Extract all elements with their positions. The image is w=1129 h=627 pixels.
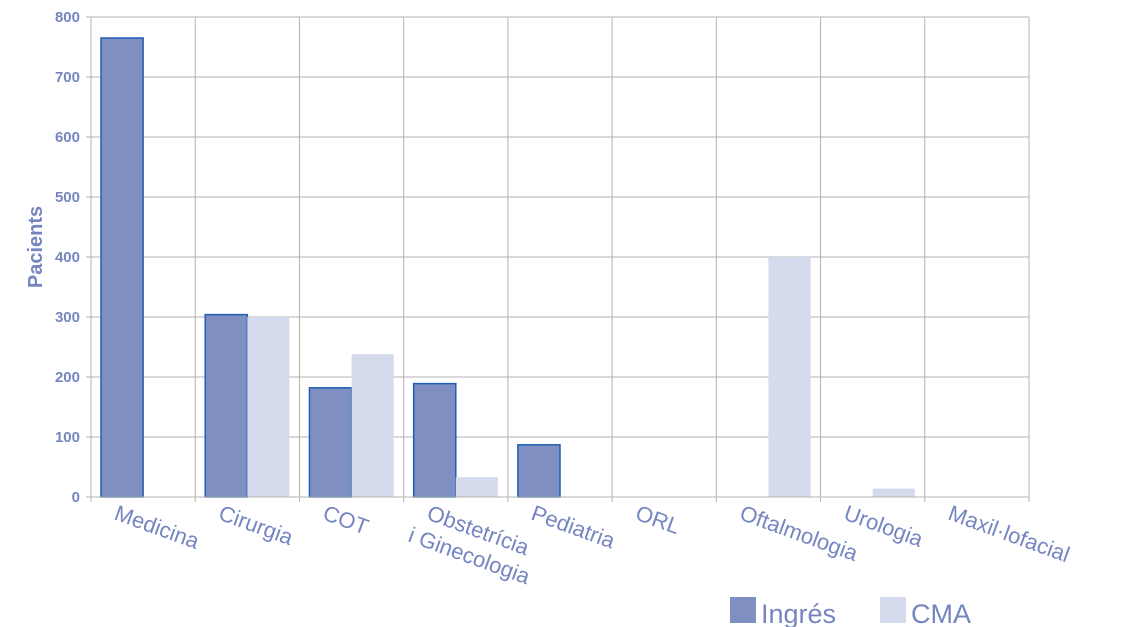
- y-tick-label: 300: [55, 309, 80, 326]
- bar-cma-1: [247, 317, 290, 497]
- bar-ingrs-2: [308, 387, 353, 498]
- axes: [86, 16, 1030, 502]
- bar-ingrs-1: [204, 313, 249, 498]
- legend-swatch-1: [880, 597, 906, 623]
- x-tick-label: Cirurgia: [216, 500, 298, 550]
- legend-swatch-0: [730, 597, 756, 623]
- y-tick-label: 0: [72, 489, 80, 506]
- y-tick-label: 700: [55, 69, 80, 86]
- x-tick-label: Oftalmologia: [737, 500, 862, 566]
- bar-cma-2: [351, 354, 394, 497]
- x-tick-label: COT: [320, 500, 372, 539]
- bar-cma-6: [768, 257, 811, 497]
- y-tick-label: 400: [55, 249, 80, 266]
- bar-ingrs-3: [412, 382, 457, 498]
- y-tick-label: 100: [55, 429, 80, 446]
- y-axis-label: Pacients: [25, 206, 47, 288]
- y-tick-label: 500: [55, 189, 80, 206]
- legend-label-0: Ingrés: [761, 599, 836, 627]
- bar-cma-7: [872, 488, 915, 497]
- x-tick-label: Medicina: [111, 500, 203, 554]
- x-tick-labels: Medicina Cirurgia COT Obstetríciai Ginecolo…: [111, 497, 1073, 590]
- bars: [100, 37, 915, 498]
- y-tick-labels: 0 100 200 300 400 500 600 700 800: [55, 9, 80, 506]
- x-tick-label: Maxil·lofacial: [945, 500, 1073, 567]
- legend-label-1: CMA: [911, 599, 971, 627]
- y-tick-label: 800: [55, 9, 80, 26]
- legend: Ingrés CMA: [730, 597, 971, 627]
- bar-ingrs-4: [517, 444, 561, 498]
- bar-cma-3: [455, 477, 498, 497]
- x-tick-label: Obstetríciai Ginecologia: [405, 497, 543, 590]
- x-tick-label: Pediatria: [528, 500, 619, 553]
- x-tick-label: ORL: [632, 500, 683, 539]
- y-tick-label: 200: [55, 369, 80, 386]
- y-tick-label: 600: [55, 129, 80, 146]
- bar-ingrs-0: [100, 37, 144, 498]
